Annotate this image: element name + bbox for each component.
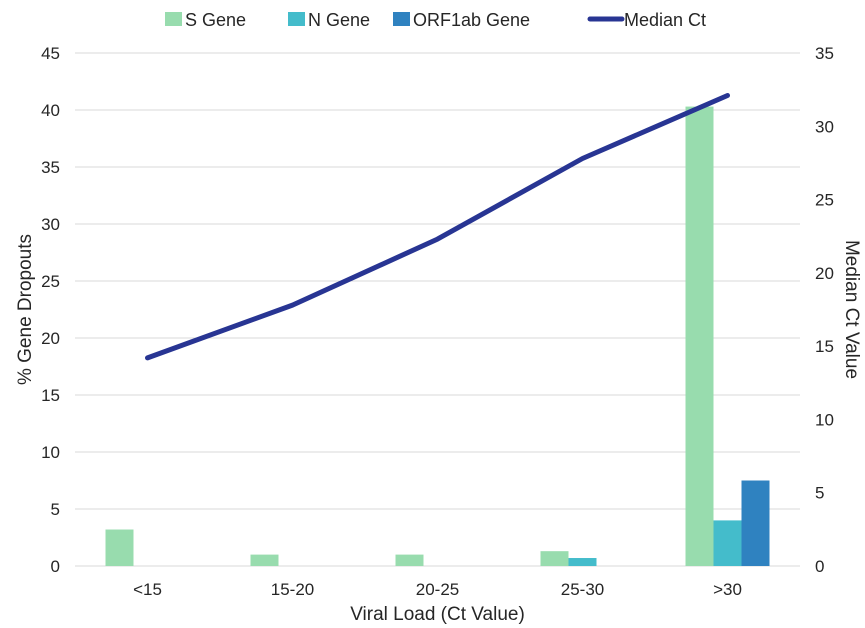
bar-s-gene-15 xyxy=(105,529,134,566)
x-axis-tick-label: 20-25 xyxy=(416,580,459,599)
right-axis-tick-label: 10 xyxy=(815,410,834,429)
legend-item-n-gene: N Gene xyxy=(288,10,370,30)
legend-label: N Gene xyxy=(308,10,370,30)
right-axis-tick-label: 30 xyxy=(815,117,834,136)
right-axis-tick-label: 20 xyxy=(815,264,834,283)
left-axis-tick-label: 35 xyxy=(41,158,60,177)
left-axis-tick-label: 25 xyxy=(41,272,60,291)
left-axis-tick-label: 0 xyxy=(51,557,60,576)
left-axis-tick-label: 40 xyxy=(41,101,60,120)
left-axis-tick-labels: 0 5 10 15 20 25 30 35 40 45 xyxy=(41,44,60,576)
bar-s-gene-30 xyxy=(685,106,714,566)
legend-swatch xyxy=(393,12,410,26)
bar-n-gene-30 xyxy=(713,520,742,566)
x-axis-tick-label: 15-20 xyxy=(271,580,314,599)
median-ct-line-layer xyxy=(145,93,730,361)
x-axis-title: Viral Load (Ct Value) xyxy=(350,604,525,625)
right-axis-tick-label: 35 xyxy=(815,44,834,63)
x-axis-tick-label: <15 xyxy=(133,580,162,599)
left-axis-tick-label: 45 xyxy=(41,44,60,63)
bar-n-gene-25-30 xyxy=(568,558,597,566)
legend-swatch xyxy=(165,12,182,26)
left-axis-tick-label: 10 xyxy=(41,443,60,462)
legend-item-median-ct: Median Ct xyxy=(587,10,706,30)
left-axis-tick-label: 15 xyxy=(41,386,60,405)
bar-s-gene-15-20 xyxy=(250,554,279,566)
legend-label: ORF1ab Gene xyxy=(413,10,530,30)
right-axis-tick-label: 5 xyxy=(815,484,824,503)
x-axis-tick-label: >30 xyxy=(713,580,742,599)
left-axis-tick-label: 30 xyxy=(41,215,60,234)
legend-item-s-gene: S Gene xyxy=(165,10,246,30)
gridlines xyxy=(75,52,800,567)
x-axis-tick-label: 25-30 xyxy=(561,580,604,599)
right-axis-title: Median Ct Value xyxy=(841,240,862,379)
bar-orf1ab-gene-30 xyxy=(741,480,770,566)
x-axis-tick-labels: <15 15-20 20-25 25-30 >30 xyxy=(133,580,742,599)
legend-item-orf1ab-gene: ORF1ab Gene xyxy=(393,10,530,30)
bars xyxy=(105,106,770,566)
median-ct-line xyxy=(145,93,730,361)
right-axis-tick-labels: 0 5 10 15 20 25 30 35 xyxy=(815,44,834,576)
left-axis-tick-label: 5 xyxy=(51,500,60,519)
legend-label: S Gene xyxy=(185,10,246,30)
bar-s-gene-25-30 xyxy=(540,551,569,566)
legend-label: Median Ct xyxy=(624,10,706,30)
bar-s-gene-20-25 xyxy=(395,554,424,566)
right-axis-tick-label: 15 xyxy=(815,337,834,356)
legend: S Gene N Gene ORF1ab Gene Median Ct xyxy=(165,10,706,30)
right-axis-tick-label: 25 xyxy=(815,191,834,210)
legend-swatch xyxy=(288,12,305,26)
right-axis-tick-label: 0 xyxy=(815,557,824,576)
left-axis-tick-label: 20 xyxy=(41,329,60,348)
left-axis-title: % Gene Dropouts xyxy=(15,234,36,385)
